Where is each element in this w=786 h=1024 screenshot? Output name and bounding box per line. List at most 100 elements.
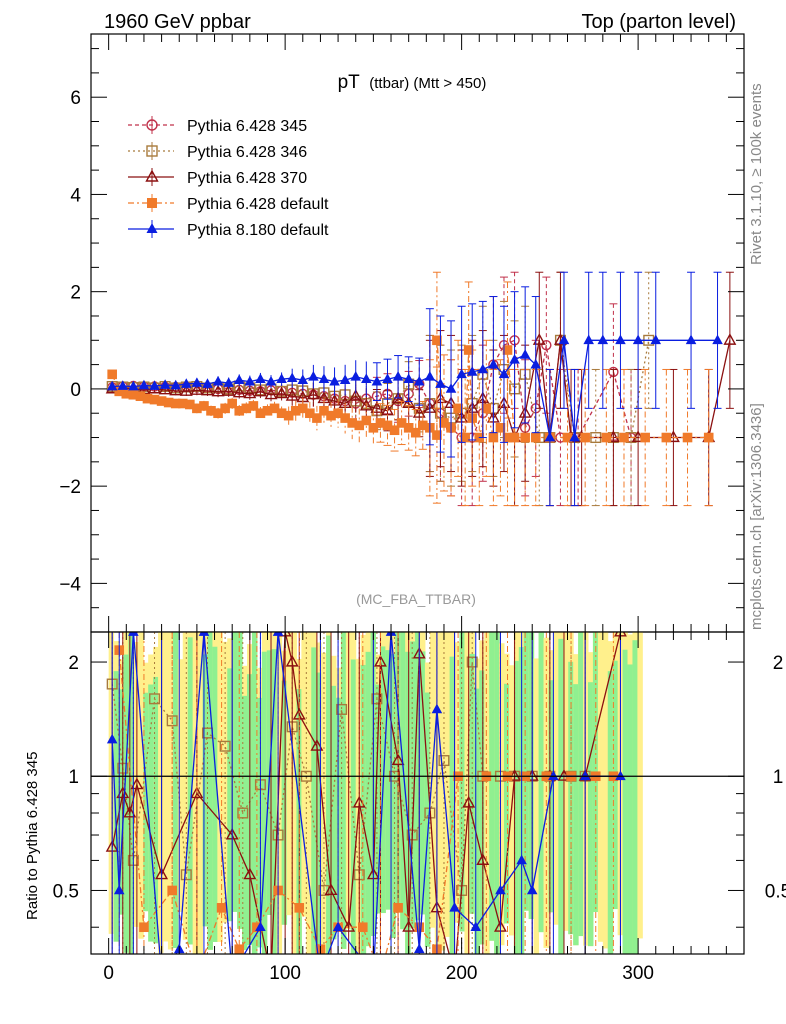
band-yellow (454, 642, 461, 923)
legend-marker (146, 145, 158, 157)
band-green (227, 668, 233, 922)
band-green (335, 697, 342, 922)
ratio-frame (90, 631, 745, 955)
band-green (587, 682, 594, 947)
data-point (326, 410, 336, 421)
ratio-point (516, 854, 527, 865)
band-green (261, 651, 268, 954)
ratio-point (252, 922, 262, 933)
data-point (163, 397, 174, 408)
data-point (370, 401, 384, 413)
legend-marker (146, 223, 158, 233)
band-yellow (499, 643, 505, 946)
data-point (502, 345, 513, 355)
ratio-point (332, 921, 344, 932)
data-point (488, 358, 499, 369)
data-point (138, 379, 150, 390)
data-point (375, 418, 386, 428)
legend-label: Pythia 6.428 default (187, 196, 329, 213)
legend-item-pdef: Pythia 6.428 default (128, 194, 329, 213)
band-green (578, 632, 584, 937)
band-green (271, 649, 278, 954)
data-point (597, 334, 609, 345)
ratio-point (219, 740, 231, 752)
data-point (615, 334, 626, 345)
data-point (255, 373, 266, 384)
band-green (632, 640, 638, 954)
ratio-point (495, 884, 506, 895)
ratio-point (324, 883, 338, 895)
data-point (361, 373, 372, 384)
ratio-y-tick-label: 1 (68, 767, 79, 788)
data-point (339, 374, 351, 384)
ratio-line (111, 661, 586, 891)
ratio-point (462, 795, 476, 808)
data-point (192, 403, 202, 414)
ratio-point (352, 795, 366, 808)
ratio-y-tick-label: 0.5 (53, 881, 79, 902)
data-point (453, 403, 463, 414)
band-yellow (192, 632, 199, 954)
main-data (105, 271, 737, 507)
data-point (114, 386, 125, 397)
ratio-line (118, 650, 614, 954)
legend-label: Pythia 8.180 default (187, 222, 329, 239)
data-point (179, 384, 193, 396)
band-green (573, 684, 579, 946)
data-point (495, 423, 506, 433)
ratio-point (391, 753, 405, 766)
ratio-point (476, 853, 490, 865)
band-yellow (177, 659, 184, 912)
legend-marker (147, 198, 157, 208)
legend-marker (145, 169, 159, 182)
data-point (361, 415, 372, 426)
ratio-point (167, 885, 177, 896)
y-tick-label: −2 (59, 477, 81, 498)
band-green (128, 632, 134, 954)
ratio-point (116, 786, 130, 799)
legend-label: Pythia 6.428 345 (187, 118, 307, 135)
header-right: Top (parton level) (581, 11, 736, 33)
data-point (463, 345, 474, 355)
ratio-point (438, 755, 450, 767)
ratio-point (113, 884, 125, 895)
data-point (640, 432, 650, 443)
ratio-point (470, 921, 482, 932)
band-yellow (108, 632, 115, 934)
data-point (149, 380, 160, 390)
data-point (328, 393, 342, 406)
data-point (265, 375, 277, 386)
ratio-point (243, 867, 257, 880)
main-title-main: pT (338, 72, 361, 93)
data-point (619, 432, 629, 443)
band-green (242, 695, 248, 950)
data-point (213, 408, 223, 419)
ratio-point (180, 869, 192, 881)
legend: Pythia 6.428 345 Pythia 6.428 346 Pythia 6… (128, 116, 329, 239)
data-point (212, 375, 224, 386)
data-point (202, 378, 213, 388)
band-green (331, 685, 337, 940)
data-point (712, 334, 723, 345)
band-green (256, 697, 263, 948)
data-point (632, 334, 644, 345)
data-point (347, 418, 357, 428)
ratio-point (294, 903, 305, 913)
band-yellow (167, 632, 174, 950)
data-point (354, 420, 365, 431)
ratio-point (285, 654, 299, 667)
ratio-point (216, 903, 227, 913)
data-point (456, 368, 467, 379)
data-point (359, 398, 373, 411)
data-point (170, 379, 181, 390)
legend-label: Pythia 6.428 370 (187, 170, 307, 187)
ratio-point (315, 969, 326, 979)
data-point (412, 406, 426, 418)
band-yellow (306, 632, 312, 954)
band-green (316, 672, 322, 952)
band-yellow (182, 632, 189, 940)
data-point (312, 413, 322, 423)
ratio-point (255, 921, 266, 932)
data-point (285, 388, 299, 401)
ratio-point (149, 693, 161, 705)
